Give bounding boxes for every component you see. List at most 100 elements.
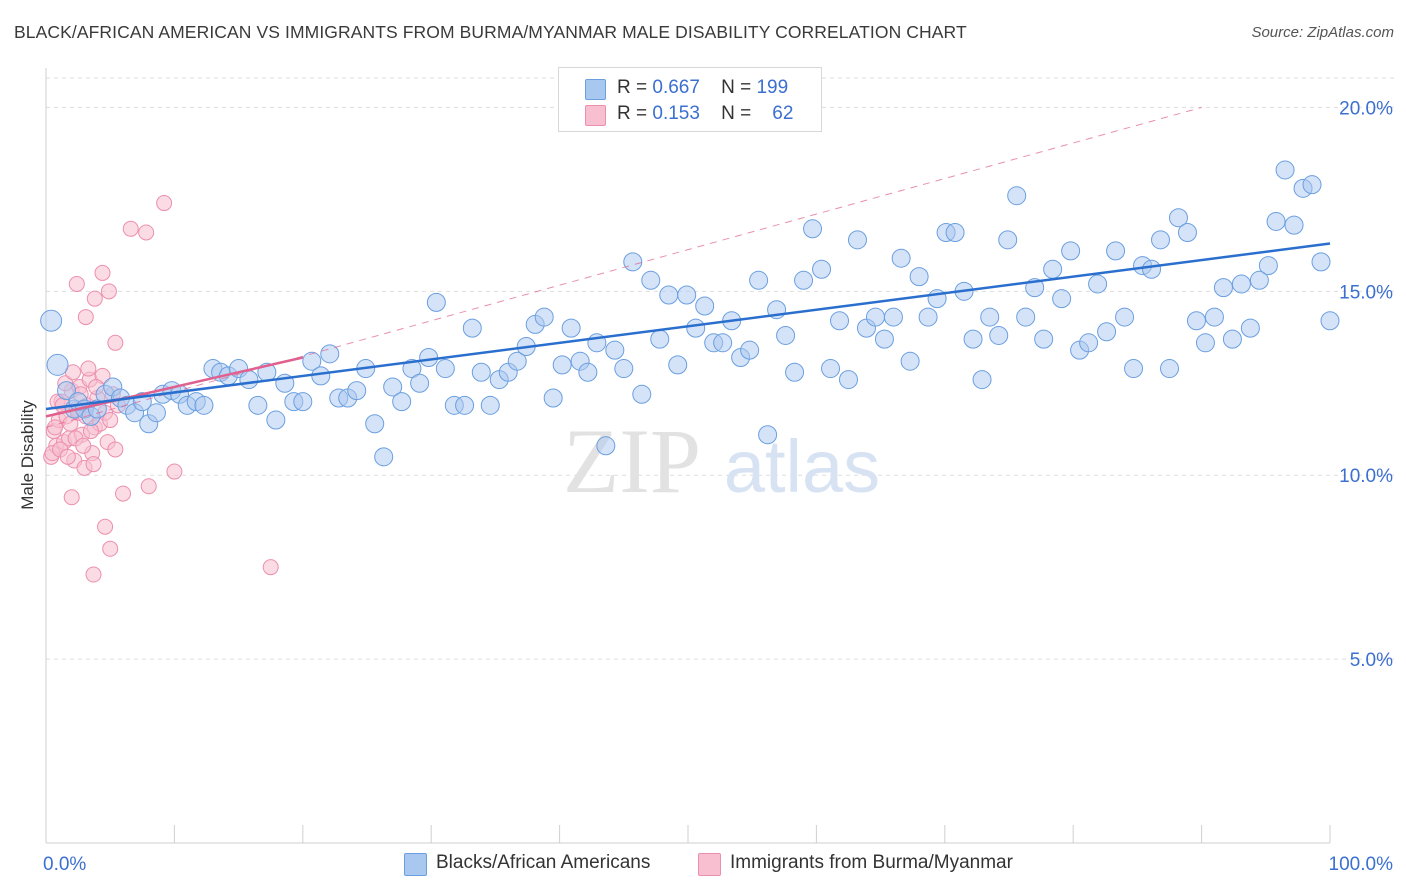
data-point-burma — [166, 463, 183, 480]
data-point-blacks — [1249, 270, 1269, 290]
data-point-blacks — [402, 359, 422, 379]
data-point-blacks — [435, 359, 455, 379]
data-point-blacks — [1195, 333, 1215, 353]
data-point-burma — [115, 485, 132, 502]
trend-line-blacks — [45, 242, 1331, 411]
data-point-blacks — [1016, 307, 1036, 327]
trend-line-burma — [45, 356, 304, 418]
data-point-blacks — [1142, 259, 1162, 279]
data-point-blacks — [480, 395, 500, 415]
data-point-blacks — [1231, 274, 1251, 294]
data-point-blacks — [302, 351, 322, 371]
data-point-blacks — [1124, 359, 1144, 379]
data-point-blacks — [455, 395, 475, 415]
data-point-blacks — [980, 307, 1000, 327]
data-point-blacks — [347, 381, 367, 401]
data-point-blacks — [1088, 274, 1108, 294]
data-point-blacks — [383, 377, 403, 397]
data-point-burma — [86, 290, 103, 307]
data-point-burma — [77, 309, 94, 326]
data-point-blacks — [1168, 208, 1188, 228]
data-point-blacks — [543, 388, 563, 408]
data-point-blacks — [821, 359, 841, 379]
data-point-blacks — [1007, 186, 1027, 206]
legend-n-label: N = — [721, 77, 752, 98]
bottom-legend-label: Immigrants from Burma/Myanmar — [730, 852, 1013, 873]
data-point-burma — [46, 419, 63, 436]
data-point-blacks — [1213, 278, 1233, 298]
data-point-blacks — [668, 355, 688, 375]
data-point-blacks — [471, 362, 491, 382]
legend-r-value: 0.667 — [652, 77, 700, 98]
data-point-blacks — [1160, 359, 1179, 379]
data-point-blacks — [891, 248, 911, 268]
data-point-blacks — [677, 285, 697, 305]
data-point-blacks — [883, 307, 903, 327]
data-point-blacks — [865, 307, 885, 327]
data-point-burma — [85, 566, 102, 583]
data-point-burma — [59, 448, 76, 465]
data-point-blacks — [1320, 311, 1340, 331]
data-point-blacks — [1106, 241, 1126, 261]
data-point-burma — [156, 195, 173, 212]
data-point-blacks — [847, 230, 867, 250]
bottom-legend-swatch-pink — [698, 853, 721, 876]
data-point-blacks — [812, 259, 832, 279]
data-point-blacks — [740, 340, 760, 360]
data-point-burma — [107, 334, 124, 351]
data-point-blacks — [641, 270, 661, 290]
data-point-burma — [68, 275, 85, 292]
legend-n-label: N = — [721, 103, 752, 124]
data-point-blacks — [998, 230, 1018, 250]
data-point-burma — [97, 518, 114, 535]
legend-r-label: R = — [617, 77, 648, 98]
legend-swatch-pink — [585, 105, 606, 126]
data-point-blacks — [695, 296, 715, 316]
data-point-blacks — [972, 370, 992, 390]
data-point-burma — [94, 264, 111, 281]
data-point-blacks — [749, 270, 769, 290]
data-point-blacks — [1079, 333, 1099, 353]
bottom-legend-swatch-blue — [404, 853, 427, 876]
data-point-burma — [80, 360, 97, 377]
legend-n-value: 62 — [772, 103, 794, 124]
data-point-blacks — [1177, 222, 1197, 242]
x-tick-label: 100.0% — [1329, 854, 1394, 875]
data-point-blacks — [293, 392, 313, 412]
data-point-blacks — [605, 340, 625, 360]
data-point-blacks — [632, 384, 652, 404]
watermark-zip: ZIP — [563, 410, 701, 512]
data-point-blacks — [650, 329, 670, 349]
data-point-blacks — [1258, 256, 1278, 276]
y-tick-label: 10.0% — [1339, 466, 1393, 487]
data-point-blacks — [1302, 175, 1322, 195]
data-point-burma — [102, 540, 119, 557]
data-point-blacks — [534, 307, 554, 327]
data-point-blacks — [918, 307, 938, 327]
data-point-blacks — [1266, 211, 1286, 231]
data-point-burma — [102, 412, 119, 429]
data-point-blacks — [1043, 259, 1063, 279]
data-point-burma — [140, 478, 157, 495]
data-point-blacks — [507, 351, 527, 371]
data-point-blacks — [686, 318, 706, 338]
legend-r-value: 0.153 — [652, 103, 700, 124]
data-point-blacks — [40, 309, 63, 332]
data-point-burma — [138, 224, 155, 241]
x-tick-label: 0.0% — [43, 854, 86, 875]
data-point-blacks — [713, 333, 733, 353]
data-point-blacks — [945, 222, 965, 242]
trend-line-burma-extended — [45, 106, 1202, 428]
data-point-blacks — [311, 366, 331, 386]
y-axis-label: Male Disability — [18, 400, 37, 510]
data-point-blacks — [419, 348, 439, 368]
data-point-blacks — [462, 318, 482, 338]
data-point-blacks — [46, 353, 69, 376]
data-point-blacks — [410, 373, 430, 393]
data-point-blacks — [758, 425, 778, 445]
legend-n-value: 199 — [756, 77, 789, 98]
data-point-blacks — [839, 370, 858, 390]
data-point-blacks — [552, 355, 572, 375]
data-point-blacks — [1204, 307, 1224, 327]
